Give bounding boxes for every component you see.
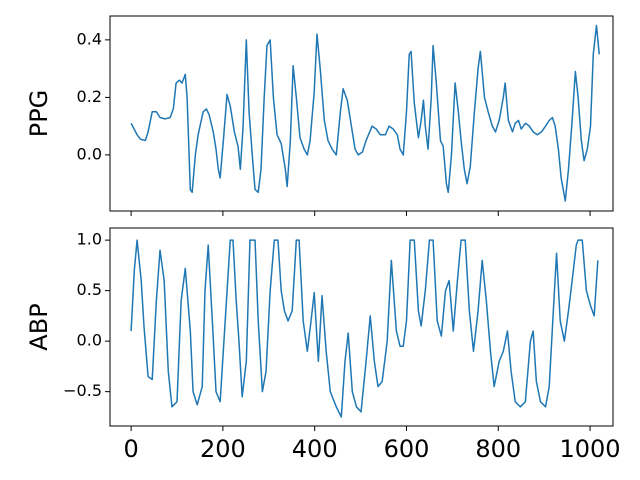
axes-frame [109,227,614,427]
y-axis-label: ABP [25,303,53,350]
line-series [130,239,599,418]
x-tick-label: 800 [475,435,521,463]
x-tick-label: 0 [123,435,138,463]
y-tick-label: −0.5 [63,381,102,400]
y-tick-label: 0.5 [77,280,102,299]
y-axis-label: PPG [25,90,53,138]
x-tick-label: 600 [384,435,430,463]
y-tick-label: 0.0 [77,144,102,163]
line-series [130,24,600,202]
x-tick-label: 400 [292,435,338,463]
axes-frame [109,15,614,212]
y-tick-label: 0.2 [77,87,102,106]
x-tick-label: 200 [200,435,246,463]
y-tick-label: 1.0 [77,230,102,249]
x-tick-label: 1000 [560,435,621,463]
y-tick-label: 0.4 [77,29,102,48]
y-tick-label: 0.0 [77,331,102,350]
